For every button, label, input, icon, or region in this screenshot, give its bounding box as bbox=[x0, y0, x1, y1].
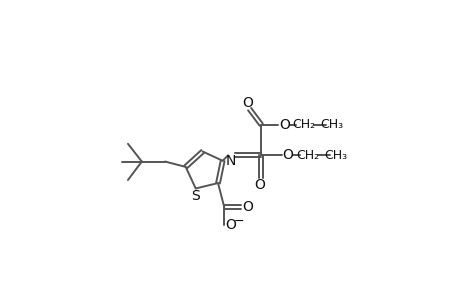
Text: CH₂: CH₂ bbox=[291, 118, 314, 131]
Text: O: O bbox=[241, 200, 252, 214]
Text: CH₃: CH₃ bbox=[324, 149, 347, 162]
Text: N: N bbox=[225, 154, 235, 168]
Text: CH₃: CH₃ bbox=[320, 118, 343, 131]
Text: O: O bbox=[282, 148, 293, 162]
Text: S: S bbox=[191, 189, 200, 203]
Text: O: O bbox=[242, 96, 253, 110]
Text: O: O bbox=[224, 218, 235, 232]
Text: O: O bbox=[278, 118, 289, 131]
Text: O: O bbox=[254, 178, 264, 192]
Text: −: − bbox=[233, 215, 244, 228]
Text: CH₂: CH₂ bbox=[295, 149, 318, 162]
